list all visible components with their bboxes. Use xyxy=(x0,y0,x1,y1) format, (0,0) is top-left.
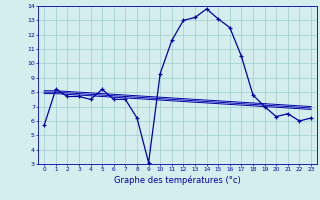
X-axis label: Graphe des températures (°c): Graphe des températures (°c) xyxy=(114,175,241,185)
